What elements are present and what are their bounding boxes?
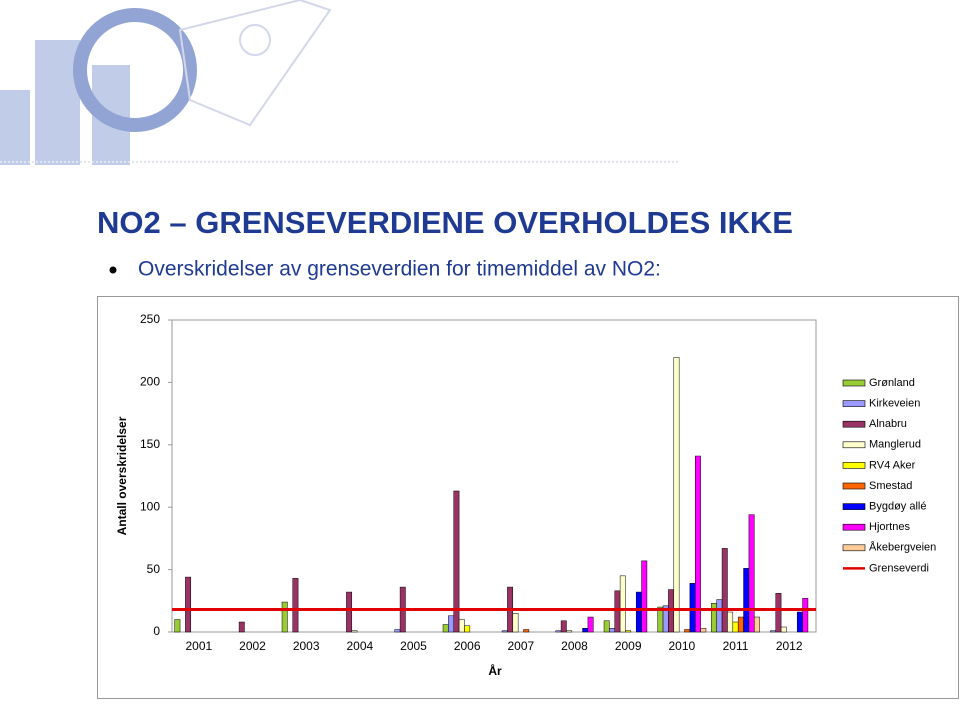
x-tick-label: 2001	[185, 639, 212, 653]
y-tick-label: 150	[140, 437, 160, 451]
bar	[442, 624, 449, 633]
y-tick-label: 200	[140, 375, 160, 389]
x-tick-label: 2011	[723, 639, 749, 653]
bar	[523, 629, 530, 633]
x-tick-label: 2008	[561, 639, 588, 653]
legend-swatch	[842, 544, 866, 552]
x-tick-label: 2009	[615, 639, 642, 653]
bar	[770, 630, 777, 633]
legend-label: Hjortnes	[869, 521, 910, 533]
bar	[780, 626, 787, 633]
legend-swatch	[842, 400, 866, 407]
legend-swatch	[842, 379, 866, 387]
x-tick-label: 2010	[668, 639, 695, 653]
bar	[346, 591, 353, 633]
legend-swatch	[842, 482, 866, 490]
x-tick-label: 2003	[293, 639, 320, 653]
legend-swatch	[842, 503, 866, 510]
bar	[716, 599, 723, 633]
bar	[281, 601, 288, 633]
bar	[351, 630, 358, 633]
bar	[292, 578, 299, 633]
legend-label: Kirkeveien	[869, 398, 920, 410]
bar	[174, 619, 181, 633]
bar	[238, 621, 245, 633]
legend-swatch	[842, 420, 866, 428]
bar	[700, 628, 707, 633]
bar	[684, 629, 691, 633]
bar	[453, 490, 460, 633]
bar	[609, 628, 616, 633]
bar	[614, 590, 621, 633]
bar	[721, 548, 728, 633]
bar	[737, 616, 744, 633]
bar	[641, 560, 648, 633]
bar	[448, 615, 454, 633]
bar	[727, 611, 734, 633]
bar	[695, 455, 701, 633]
bar	[732, 621, 739, 633]
plot-area	[171, 319, 817, 633]
bar	[754, 616, 760, 633]
x-tick-label: 2005	[400, 639, 427, 653]
x-tick-label: 2006	[454, 639, 481, 653]
legend-label: Åkebergveien	[869, 541, 936, 554]
legend-label: Grenseverdi	[869, 562, 929, 574]
x-axis-label: År	[488, 663, 502, 678]
bar	[802, 598, 809, 633]
x-tick-label: 2012	[776, 639, 803, 653]
bar	[555, 630, 562, 633]
legend-label: Alnabru	[869, 418, 907, 430]
bar	[619, 575, 626, 633]
y-tick-label: 100	[140, 499, 160, 513]
bar	[743, 568, 750, 633]
legend-swatch	[842, 462, 866, 469]
legend-label: Manglerud	[869, 439, 921, 451]
bar	[458, 619, 465, 633]
bar	[394, 629, 401, 633]
y-tick-label: 250	[140, 312, 160, 326]
bar	[603, 620, 610, 633]
logo	[0, 0, 680, 165]
bar	[689, 583, 696, 633]
bar	[501, 630, 508, 633]
x-tick-label: 2002	[239, 639, 266, 653]
bar	[587, 616, 594, 633]
legend-swatch	[842, 523, 866, 531]
slide-title: NO2 – GRENSEVERDIENE OVERHOLDES IKKE	[97, 205, 793, 240]
bar	[775, 593, 782, 633]
x-tick-label: 2004	[346, 639, 373, 653]
bar	[711, 603, 717, 633]
bar	[512, 613, 519, 633]
bar	[748, 514, 755, 633]
legend-label: Grønland	[869, 377, 915, 389]
legend-label: RV4 Aker	[869, 459, 916, 471]
y-tick-label: 50	[147, 562, 161, 576]
bar	[566, 630, 573, 633]
y-tick-label: 0	[153, 624, 160, 638]
bar	[185, 576, 192, 633]
bullet-dot	[109, 266, 117, 274]
y-axis-label: Antall overskridelser	[115, 416, 129, 535]
bar	[635, 591, 642, 633]
bar	[582, 628, 589, 633]
legend-swatch	[842, 441, 866, 449]
x-tick-label: 2007	[507, 639, 534, 653]
legend-label: Smestad	[869, 480, 912, 492]
bar	[625, 630, 632, 633]
bar	[464, 625, 471, 633]
legend-label: Bygdøy allé	[869, 501, 926, 513]
bullet-text: Overskridelser av grenseverdien for time…	[138, 258, 661, 281]
bar	[673, 357, 680, 633]
bar	[560, 620, 567, 633]
bar	[796, 611, 803, 633]
